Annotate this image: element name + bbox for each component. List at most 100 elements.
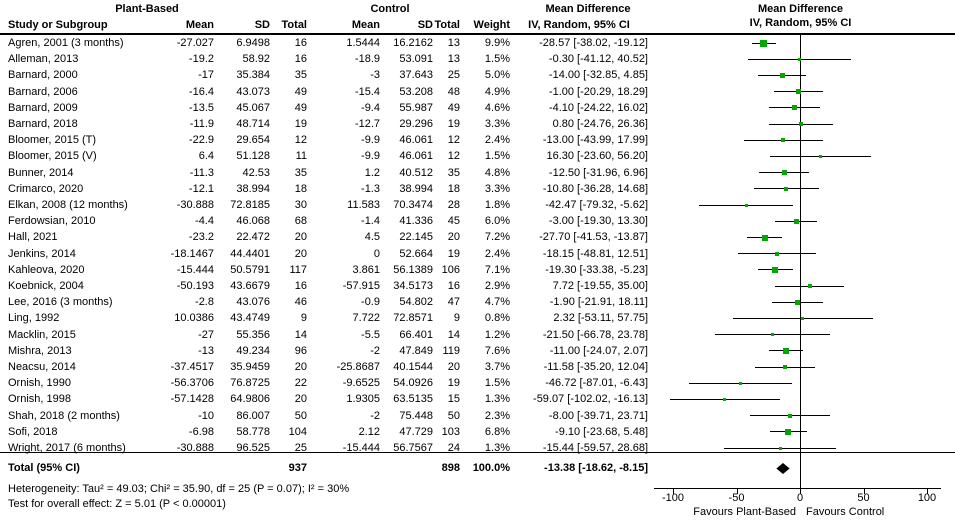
favours-control-label: Favours Control — [806, 506, 885, 518]
pb-total: 68 — [294, 215, 307, 228]
c-sd: 70.3474 — [393, 199, 433, 211]
effect-marker — [774, 251, 779, 256]
c-mean: -9.9 — [361, 134, 380, 147]
pb-sd: 96.525 — [236, 442, 270, 454]
c-total: 20 — [447, 231, 460, 244]
pb-total: 20 — [294, 393, 307, 406]
col-header-c-sd: SD — [417, 19, 433, 31]
axis-tick-label: -50 — [728, 492, 745, 504]
study-name: Macklin, 2015 — [8, 328, 76, 341]
weight: 0.8% — [484, 312, 510, 325]
effect-marker — [739, 381, 743, 385]
ci-text: -46.72 [-87.01, -6.43] — [545, 377, 648, 390]
col-header-pb-sd: SD — [254, 19, 270, 31]
c-total: 19 — [447, 377, 460, 390]
c-total: 20 — [447, 361, 460, 373]
pb-total: 35 — [294, 69, 307, 82]
c-mean: -1.3 — [361, 182, 380, 195]
pb-mean: -27.027 — [176, 37, 214, 49]
pb-total: 9 — [300, 312, 307, 325]
c-mean: 1.5444 — [346, 37, 380, 49]
col-header-ci: IV, Random, 95% CI — [528, 19, 630, 31]
c-mean: 3.861 — [352, 263, 380, 276]
study-row: Barnard, 2000 -17 35.384 35 -3 37.643 25 5.0% -1… — [0, 67, 648, 83]
pb-mean: -15.444 — [176, 263, 214, 276]
effect-marker — [801, 317, 805, 320]
pb-total: 49 — [294, 101, 307, 114]
pb-sd: 38.994 — [236, 182, 270, 195]
pb-total: 35 — [294, 166, 307, 179]
c-mean: 2.12 — [358, 425, 380, 438]
c-total: 12 — [447, 134, 460, 147]
study-name: Bunner, 2014 — [8, 166, 74, 179]
pb-sd: 44.4401 — [230, 247, 270, 260]
effect-marker — [792, 105, 798, 111]
c-sd: 16.2162 — [393, 37, 433, 49]
effect-marker — [819, 155, 823, 158]
pb-total: 20 — [294, 231, 307, 244]
c-sd: 37.643 — [399, 69, 433, 82]
c-total: 12 — [447, 150, 460, 163]
pb-sd: 64.9806 — [230, 393, 270, 406]
effect-marker — [798, 57, 802, 61]
ci-text: -10.80 [-36.28, 14.68] — [542, 182, 648, 195]
study-name: Ornish, 1998 — [8, 393, 71, 406]
pb-mean: -4.4 — [195, 215, 214, 228]
c-mean: -9.9 — [361, 150, 380, 163]
axis-tick — [927, 488, 928, 494]
pb-mean: -57.1428 — [170, 393, 214, 406]
total-divider-line — [0, 452, 955, 453]
study-row: Ornish, 1998 -57.1428 64.9806 20 1.9305 63.51… — [0, 391, 648, 407]
c-sd: 63.5135 — [393, 393, 433, 406]
ci-text: -0.30 [-41.12, 40.52] — [548, 53, 648, 66]
study-row: Mishra, 2013 -13 49.234 96 -2 47.849 119 7.6% -1… — [0, 343, 648, 359]
c-mean: -15.444 — [342, 442, 380, 454]
study-name: Neacsu, 2014 — [8, 361, 76, 373]
pb-mean: -16.4 — [188, 85, 214, 98]
pb-total: 30 — [294, 199, 307, 211]
ci-text: 2.32 [-53.11, 57.75] — [553, 312, 648, 325]
pb-mean: -37.4517 — [170, 361, 214, 373]
study-row: Koebnick, 2004 -50.193 43.6679 16 -57.915 34.… — [0, 278, 648, 294]
study-row: Lee, 2016 (3 months) -2.8 43.076 46 -0.9 54.8… — [0, 294, 648, 310]
weight: 3.3% — [484, 118, 510, 130]
study-name: Barnard, 2018 — [8, 118, 78, 130]
c-sd: 29.296 — [399, 118, 433, 130]
c-sd: 54.802 — [399, 296, 433, 309]
pb-sd: 49.234 — [236, 344, 270, 357]
c-mean: -1.4 — [361, 215, 380, 228]
weight: 4.8% — [484, 166, 510, 179]
total-c-n: 898 — [441, 462, 460, 474]
effect-marker — [785, 428, 792, 435]
study-row: Barnard, 2018 -11.9 48.714 19 -12.7 29.296 19 3… — [0, 116, 648, 132]
c-sd: 40.1544 — [393, 361, 433, 373]
pb-sd: 42.53 — [242, 166, 270, 179]
c-total: 19 — [447, 247, 460, 260]
weight: 7.6% — [484, 344, 510, 357]
c-sd: 22.145 — [399, 231, 433, 244]
c-mean: 0 — [373, 247, 380, 260]
pb-total: 117 — [289, 263, 307, 276]
pb-mean: 10.0386 — [174, 312, 214, 325]
study-row: Ferdowsian, 2010 -4.4 46.068 68 -1.4 41.336 45… — [0, 213, 648, 229]
pb-total: 16 — [294, 53, 307, 66]
study-name: Ornish, 1990 — [8, 377, 71, 390]
pb-total: 12 — [294, 134, 307, 147]
study-row: Hall, 2021 -23.2 22.472 20 4.5 22.145 20 7.2% -2… — [0, 229, 648, 245]
pb-sd: 43.6679 — [230, 280, 270, 292]
pb-mean: -30.888 — [176, 199, 214, 211]
weight: 7.1% — [484, 263, 510, 276]
pb-mean: -18.1467 — [170, 247, 214, 260]
study-row: Jenkins, 2014 -18.1467 44.4401 20 0 52.664 19 2… — [0, 246, 648, 262]
study-name: Koebnick, 2004 — [8, 280, 84, 292]
weight: 2.4% — [484, 134, 510, 147]
effect-marker — [787, 413, 792, 418]
c-mean: -12.7 — [354, 118, 380, 130]
c-total: 24 — [447, 442, 460, 454]
study-row: Ling, 1992 10.0386 43.4749 9 7.722 72.8571 9 0.… — [0, 310, 648, 326]
weight: 2.9% — [484, 280, 510, 292]
effect-marker — [784, 186, 789, 191]
pb-sd: 43.4749 — [230, 312, 270, 325]
c-total: 106 — [441, 263, 460, 276]
pb-sd: 35.384 — [236, 69, 270, 82]
